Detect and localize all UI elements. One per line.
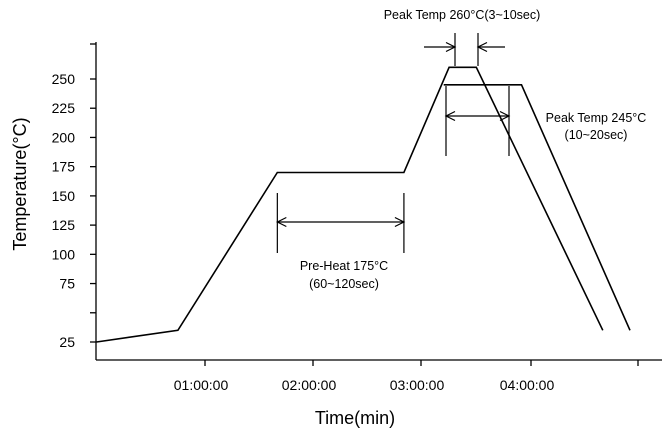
y-tick-label: 150 [52, 188, 76, 204]
x-axis-title: Time(min) [315, 408, 395, 428]
annotation-peak-245-line1: Peak Temp 245°C [546, 111, 647, 125]
dimension-markers [275, 33, 511, 253]
annotation-preheat-line1: Pre-Heat 175°C [300, 259, 388, 273]
x-tick-label: 02:00:00 [282, 377, 337, 393]
peak260-arrowhead-left [445, 41, 457, 53]
annotation-peak-260: Peak Temp 260°C(3~10sec) [384, 8, 541, 22]
y-tick-label: 175 [52, 159, 76, 175]
y-tick-label: 200 [52, 129, 76, 145]
y-tick-label: 25 [59, 334, 75, 350]
peak260-arrowhead-right [476, 41, 488, 53]
series-line-2 [443, 84, 631, 331]
y-tick-label: 250 [52, 71, 76, 87]
x-tick-label: 04:00:00 [500, 377, 555, 393]
series-lines [96, 66, 631, 343]
y-tick-label: 75 [59, 276, 75, 292]
series-line-1 [96, 66, 604, 343]
y-tick-label: 100 [52, 246, 76, 262]
axes [95, 42, 662, 361]
y-ticks: 25 75 100 125 150 175 200 225 250 [52, 43, 96, 350]
x-tick-label: 03:00:00 [390, 377, 445, 393]
x-ticks: 01:00:00 02:00:00 03:00:00 04:00:00 [174, 360, 639, 393]
annotation-peak-245-line2: (10~20sec) [565, 128, 628, 142]
preheat-arrowhead-right [394, 216, 406, 228]
preheat-arrowhead-left [275, 216, 287, 228]
annotation-preheat-line2: (60~120sec) [309, 277, 379, 291]
peak245-arrowhead-right [499, 110, 511, 122]
y-tick-label: 225 [52, 100, 76, 116]
x-tick-label: 01:00:00 [174, 377, 229, 393]
peak245-arrowhead-left [444, 110, 456, 122]
y-axis-title: Temperature(°C) [10, 117, 30, 250]
y-tick-label: 125 [52, 217, 76, 233]
